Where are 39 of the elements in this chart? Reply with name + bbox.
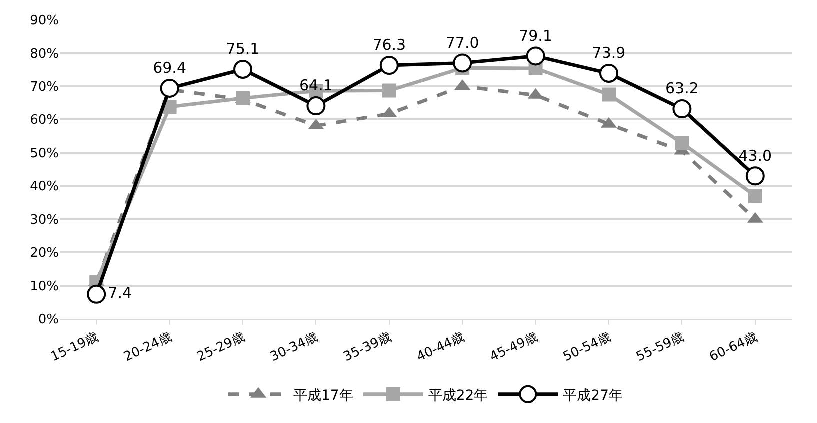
point: [600, 64, 618, 83]
legend-label: 平成27年: [563, 388, 623, 404]
y-tick-label: 80%: [30, 46, 59, 62]
y-tick-label: 40%: [30, 180, 59, 195]
data-label: 79.1: [519, 26, 553, 45]
point: [380, 56, 399, 75]
point: [234, 60, 252, 79]
point: [306, 96, 326, 116]
y-tick-label: 10%: [30, 279, 59, 294]
data-label: 77.0: [446, 34, 480, 52]
data-label: 69.4: [153, 59, 187, 78]
legend-label: 平成17年: [294, 388, 354, 404]
point: [602, 88, 616, 102]
point: [160, 78, 180, 98]
y-tick-label: 50%: [30, 146, 59, 162]
y-tick-label: 0%: [38, 312, 59, 328]
data-label: 63.2: [665, 80, 699, 98]
data-label: 76.3: [372, 36, 406, 54]
point: [672, 100, 692, 119]
y-tick-label: 20%: [30, 246, 59, 262]
point: [382, 84, 396, 98]
point: [675, 136, 690, 150]
data-label: 64.1: [299, 76, 333, 95]
point: [746, 166, 765, 186]
data-label: 7.4: [108, 284, 132, 302]
data-label: 75.1: [226, 40, 260, 58]
data-label: 43.0: [738, 146, 772, 165]
y-tick-label: 70%: [30, 80, 59, 95]
x-tick-label: 45-49歳: [488, 330, 540, 366]
point: [453, 54, 472, 73]
x-tick-label: 40-44歳: [414, 330, 468, 366]
point: [87, 284, 106, 304]
point: [526, 46, 546, 66]
point: [748, 189, 762, 204]
y-tick-label: 90%: [30, 14, 59, 29]
y-tick-label: 60%: [30, 113, 59, 128]
legend-label: 平成22年: [428, 388, 488, 404]
y-tick-label: 30%: [30, 212, 59, 228]
data-label: 73.9: [592, 44, 626, 62]
